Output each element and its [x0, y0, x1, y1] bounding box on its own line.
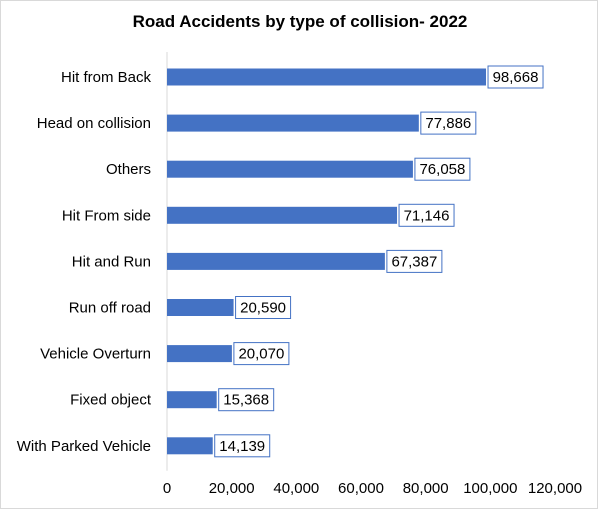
bar [167, 206, 398, 224]
category-label: Run off road [69, 300, 151, 317]
bar [167, 391, 217, 409]
category-label: Hit and Run [72, 253, 151, 270]
x-tick-label: 0 [163, 480, 171, 497]
data-label: 98,668 [493, 69, 539, 86]
x-tick-label: 100,000 [463, 480, 517, 497]
data-label-box [214, 434, 271, 458]
data-label-box [235, 296, 292, 319]
bar [167, 252, 385, 270]
data-label-box [398, 203, 455, 227]
data-label-box [420, 111, 477, 135]
data-label: 77,886 [425, 115, 471, 132]
category-label: Head on collision [37, 115, 151, 132]
x-tick-label: 80,000 [403, 480, 449, 497]
data-label-box [414, 157, 471, 181]
bar [167, 160, 413, 178]
category-label: Hit From side [62, 207, 151, 224]
category-label: Vehicle Overturn [40, 346, 151, 363]
bar [167, 345, 232, 363]
bar [167, 437, 213, 455]
category-label: Others [106, 161, 151, 178]
data-label: 71,146 [404, 207, 450, 224]
x-tick-label: 20,000 [209, 480, 255, 497]
data-label: 67,387 [391, 253, 437, 270]
x-tick-label: 120,000 [528, 480, 582, 497]
bar [167, 299, 234, 316]
data-label-box [233, 342, 290, 366]
data-label: 20,590 [240, 300, 286, 317]
category-label: With Parked Vehicle [17, 438, 151, 455]
data-label: 76,058 [419, 161, 465, 178]
data-label-box [487, 65, 544, 89]
data-label: 20,070 [238, 346, 284, 363]
chart-title: Road Accidents by type of collision- 202… [132, 12, 468, 31]
category-label: Hit from Back [61, 69, 152, 86]
data-label: 15,368 [223, 392, 269, 409]
data-label: 14,139 [219, 438, 265, 455]
x-tick-label: 60,000 [338, 480, 384, 497]
bar [167, 114, 419, 132]
category-label: Fixed object [70, 392, 152, 409]
x-tick-label: 40,000 [273, 480, 319, 497]
data-label-box [386, 249, 443, 273]
data-label-box [218, 388, 275, 412]
bar [167, 68, 487, 86]
